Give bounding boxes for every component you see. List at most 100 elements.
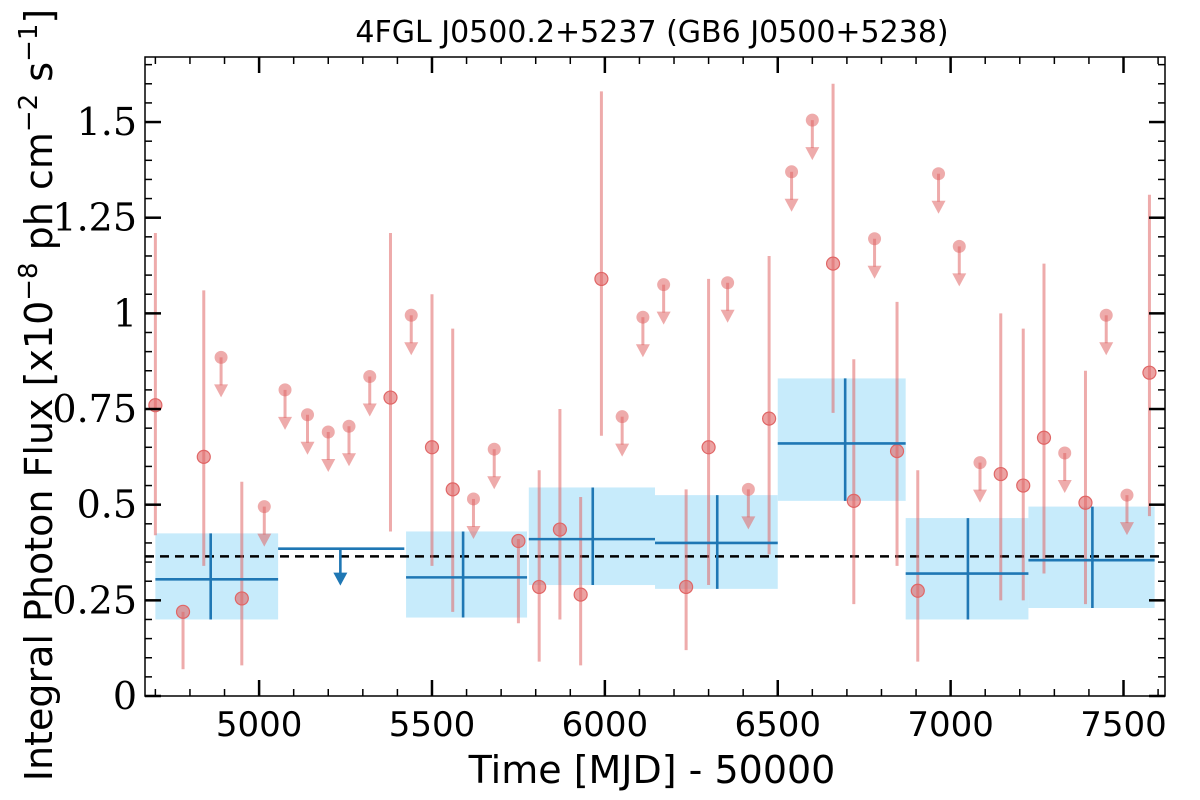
y-axis-label: Integral Photon Flux [x10−8 ph cm−2 s−1] <box>14 9 61 782</box>
monthly-point <box>511 533 526 549</box>
monthly-upper-limit-arrow <box>952 273 967 287</box>
axis-ticks: 5000 5500 6000 6500 7000 7500 0 0.25 0.5 0.75 1 1.2… <box>52 57 1167 745</box>
monthly-upper-limit-arrow <box>214 384 229 398</box>
monthly-point <box>701 440 716 455</box>
monthly-upper-limit-point <box>1099 308 1113 322</box>
monthly-upper-limit-point <box>1120 488 1134 502</box>
x-tick-label: 5000 <box>216 705 303 745</box>
monthly-upper-limit-point <box>278 383 292 397</box>
monthly-point <box>993 466 1008 482</box>
monthly-point <box>234 591 249 606</box>
monthly-point <box>383 390 398 405</box>
monthly-upper-limit-point <box>615 410 629 424</box>
monthly-upper-limit-point <box>657 278 671 292</box>
monthly-point <box>910 583 925 598</box>
monthly-point <box>1016 478 1031 493</box>
y-axis-label-mid: ph cm <box>17 132 61 262</box>
plot-frame-rect <box>144 56 1166 697</box>
monthly-upper-limit-arrow <box>741 516 756 530</box>
monthly-point <box>424 440 440 455</box>
y-axis-label-exp3: −1 <box>14 24 44 62</box>
yearly-error-band <box>777 378 906 501</box>
monthly-upper-limit-point <box>932 167 946 181</box>
y-tick-label: 0 <box>113 674 137 718</box>
monthly-upper-limit-point <box>868 232 882 246</box>
monthly-upper-limit-arrow <box>635 344 650 358</box>
monthly-upper-limit-arrow <box>784 198 799 212</box>
monthly-upper-limit-arrow <box>321 458 336 472</box>
monthly-upper-limit-arrow <box>805 147 820 161</box>
x-tick-label: 7000 <box>907 705 994 745</box>
monthly-upper-limit-point <box>973 456 987 470</box>
monthly-point <box>1078 495 1093 510</box>
monthly-upper-limit-arrow <box>1119 522 1134 536</box>
monthly-point <box>1142 365 1157 380</box>
yearly-points <box>155 378 1155 620</box>
y-axis-label-exp2: −2 <box>14 94 44 132</box>
monthly-point <box>445 482 460 497</box>
monthly-upper-limit-point <box>404 308 418 322</box>
monthly-upper-limit-point <box>721 276 735 290</box>
monthly-upper-limit-point <box>257 500 271 514</box>
plot-frame <box>144 56 1166 697</box>
monthly-point <box>594 271 609 287</box>
monthly-point <box>679 579 694 595</box>
x-tick-label: 6500 <box>734 705 821 745</box>
monthly-upper-limit-point <box>487 442 501 456</box>
monthly-point <box>846 493 861 508</box>
monthly-upper-limit-point <box>342 419 356 433</box>
monthly-upper-limit-arrow <box>1099 342 1114 356</box>
monthly-upper-limit-arrow <box>931 200 946 214</box>
monthly-upper-limit-point <box>741 482 755 496</box>
monthly-point <box>1036 430 1052 445</box>
monthly-upper-limit-arrow <box>615 443 630 457</box>
monthly-points <box>148 83 1157 670</box>
monthly-upper-limit-arrow <box>973 489 988 503</box>
monthly-upper-limit-point <box>952 239 966 253</box>
yearly-error-band <box>406 531 528 618</box>
monthly-point <box>762 411 777 426</box>
monthly-upper-limit-arrow <box>656 311 671 325</box>
monthly-upper-limit-arrow <box>257 533 272 547</box>
monthly-upper-limit-arrow <box>1057 480 1072 494</box>
monthly-point <box>196 449 211 464</box>
y-axis-label-exp1: −8 <box>14 262 44 300</box>
monthly-upper-limit-arrow <box>466 525 481 539</box>
monthly-point <box>175 604 191 619</box>
x-tick-label: 6000 <box>562 705 649 745</box>
yearly-upper-limit-arrow <box>333 572 348 586</box>
monthly-point <box>552 522 568 537</box>
x-tick-label: 7500 <box>1080 705 1167 745</box>
monthly-point <box>825 256 841 271</box>
monthly-point <box>532 579 547 595</box>
y-tick-label: 1.25 <box>52 196 137 240</box>
monthly-upper-limit-point <box>1058 446 1072 460</box>
monthly-upper-limit-point <box>466 492 480 506</box>
monthly-upper-limit-point <box>636 310 650 324</box>
yearly-error-band <box>155 533 279 620</box>
y-axis-label-main: Integral Photon Flux [x10 <box>17 301 61 782</box>
chart-title: 4FGL J0500.2+5237 (GB6 J0500+5238) <box>355 15 948 50</box>
y-tick-label: 0.75 <box>52 387 137 431</box>
monthly-upper-limit-point <box>363 370 377 383</box>
monthly-upper-limit-arrow <box>404 342 419 356</box>
monthly-upper-limit-point <box>805 113 819 127</box>
monthly-upper-limit-point <box>301 408 315 422</box>
y-tick-label: 1 <box>113 291 137 335</box>
monthly-upper-limit-arrow <box>278 416 293 430</box>
monthly-upper-limit-arrow <box>720 309 735 323</box>
monthly-point <box>573 587 588 602</box>
y-tick-label: 0.5 <box>77 483 137 527</box>
monthly-upper-limit-arrow <box>867 265 882 279</box>
monthly-upper-limit-arrow <box>342 453 356 467</box>
x-tick-label: 5500 <box>389 705 476 745</box>
monthly-upper-limit-arrow <box>362 403 377 417</box>
y-axis-label-mid2: s <box>17 62 61 94</box>
y-tick-label: 0.25 <box>52 578 137 622</box>
monthly-upper-limit-point <box>785 165 799 179</box>
monthly-upper-limit-arrow <box>300 441 315 455</box>
y-tick-label: 1.5 <box>77 100 137 144</box>
y-axis-label-end: ] <box>17 9 61 24</box>
